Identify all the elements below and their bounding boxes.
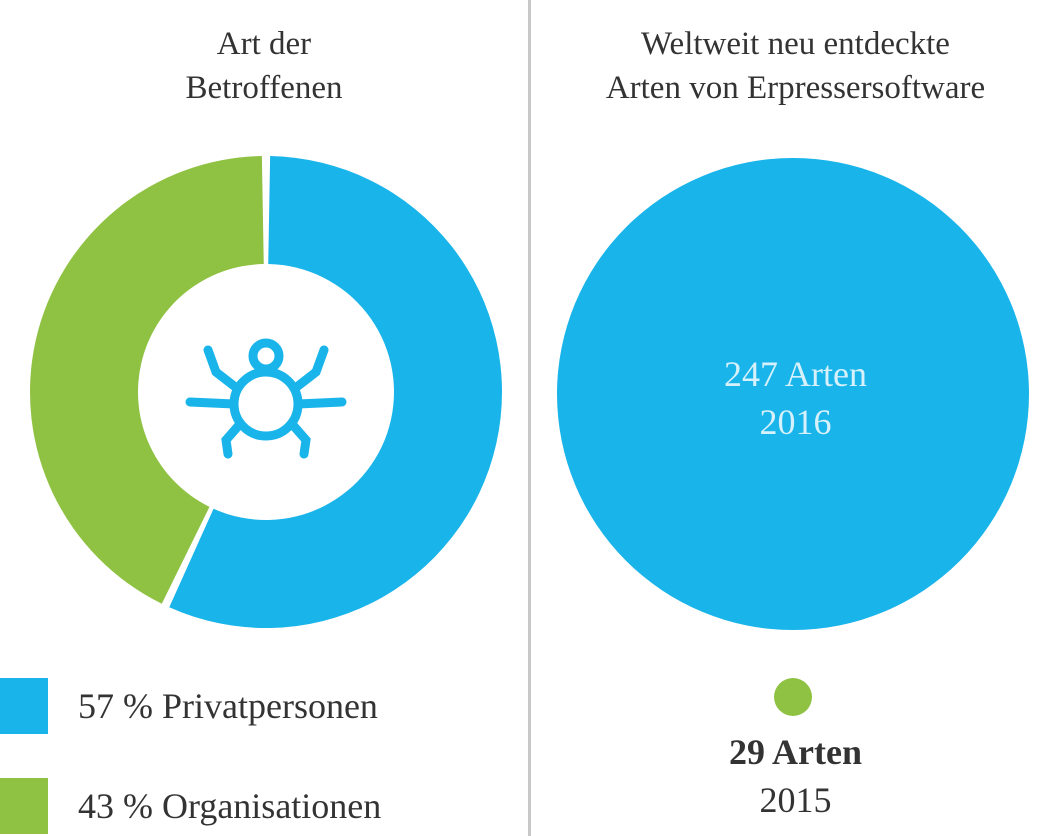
legend-item-privatpersonen: 57 % Privatpersonen xyxy=(0,676,378,736)
donut-slice-privatpersonen xyxy=(169,156,502,628)
legend-label-organisationen: 43 % Organisationen xyxy=(78,786,382,826)
bubble-chart xyxy=(557,158,1029,716)
bubble-year-2015: 2015 xyxy=(759,780,832,820)
bubble-count-2015: 29 Arten xyxy=(729,732,862,772)
bug-icon xyxy=(185,338,347,459)
bubble-title-line-1: Weltweit neu entdeckte xyxy=(641,26,950,62)
bubble-year-2016: 2016 xyxy=(759,402,832,442)
left-panel: Art der Betroffenen 57 % Privatpersonen … xyxy=(0,0,528,836)
bubble-2015 xyxy=(774,678,812,716)
bubble-label-2016: 247 Arten 2016 xyxy=(531,350,1060,446)
right-panel: Weltweit neu entdeckte Arten von Erpress… xyxy=(531,0,1060,836)
donut-title-line-1: Art der xyxy=(216,26,312,62)
legend-label-privatpersonen: 57 % Privatpersonen xyxy=(78,686,378,726)
donut-slices xyxy=(29,156,502,628)
panel-divider xyxy=(528,0,531,836)
bubble-2016 xyxy=(557,158,1029,630)
bubble-count-2016: 247 Arten xyxy=(724,354,867,394)
donut-chart xyxy=(29,156,502,628)
legend-swatch-blue xyxy=(0,678,48,734)
donut-slice-organisationen xyxy=(29,156,264,604)
bubble-label-2015: 29 Arten 2015 xyxy=(531,728,1060,824)
bubble-chart-title: Weltweit neu entdeckte Arten von Erpress… xyxy=(531,22,1060,110)
legend-item-organisationen: 43 % Organisationen xyxy=(0,776,381,836)
legend-swatch-green xyxy=(0,778,48,834)
donut-title-line-2: Betroffenen xyxy=(185,70,343,106)
bubble-title-line-2: Arten von Erpressersoftware xyxy=(605,70,986,106)
donut-chart-title: Art der Betroffenen xyxy=(0,22,528,110)
